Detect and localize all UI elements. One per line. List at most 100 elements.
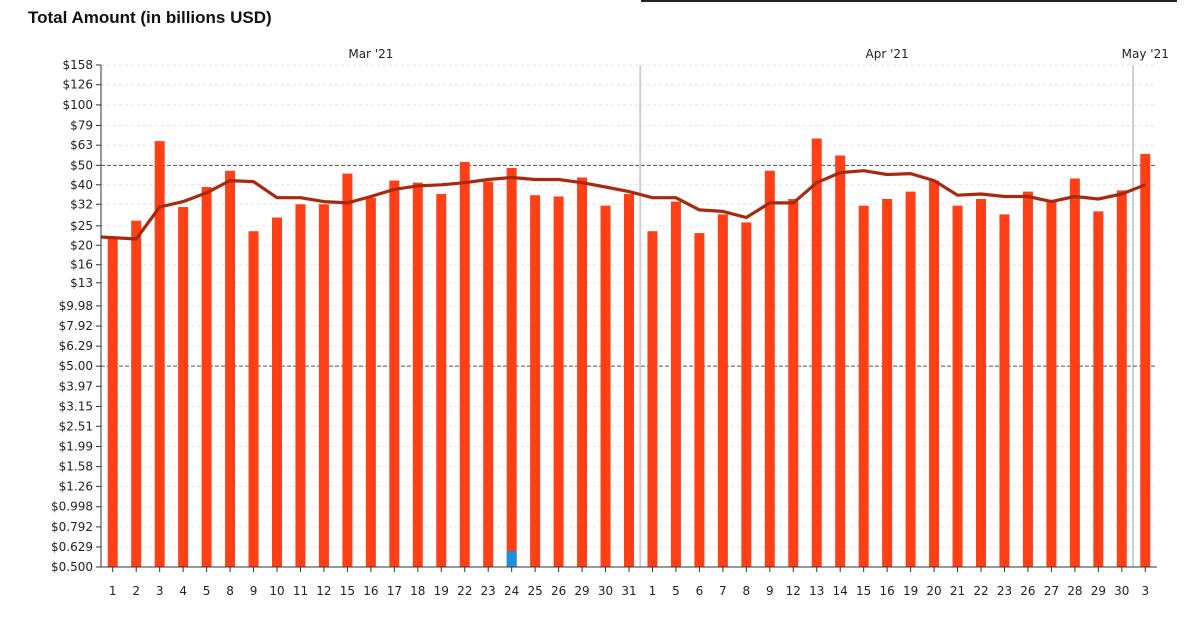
x-tick-label: 4 bbox=[179, 584, 187, 598]
bar[interactable] bbox=[999, 214, 1010, 567]
bar[interactable] bbox=[1140, 153, 1151, 567]
bar[interactable] bbox=[295, 204, 306, 567]
x-tick-label: 5 bbox=[203, 584, 211, 598]
bar[interactable] bbox=[178, 207, 189, 567]
bar[interactable] bbox=[1116, 190, 1127, 568]
bar[interactable] bbox=[905, 191, 916, 568]
bar[interactable] bbox=[929, 180, 940, 568]
x-tick-labels: 1 2 3 4 5 8 9 10 11 12 15 16 17 18 19 22 23 24 25 26 29 30 31 1… bbox=[109, 567, 1149, 598]
bar[interactable] bbox=[717, 214, 728, 567]
bar[interactable] bbox=[412, 182, 423, 567]
bar[interactable] bbox=[741, 222, 752, 567]
y-tick-label: $2.51 bbox=[59, 419, 93, 433]
x-tick-label: 11 bbox=[293, 584, 308, 598]
bar[interactable] bbox=[882, 198, 893, 567]
bar[interactable] bbox=[764, 170, 775, 567]
bar[interactable] bbox=[835, 155, 846, 567]
x-tick-label: 23 bbox=[997, 584, 1012, 598]
bar[interactable] bbox=[577, 177, 588, 567]
month-label: Apr '21 bbox=[866, 47, 909, 61]
bar[interactable] bbox=[1046, 201, 1057, 567]
x-tick-label: 29 bbox=[1091, 584, 1106, 598]
bar[interactable] bbox=[811, 138, 822, 568]
x-tick-label: 27 bbox=[1044, 584, 1059, 598]
y-tick-label: $79 bbox=[70, 118, 93, 132]
x-tick-label: 1 bbox=[649, 584, 657, 598]
x-tick-label: 3 bbox=[1141, 584, 1149, 598]
month-labels: Mar '21 Apr '21 May '21 bbox=[348, 47, 1169, 61]
x-tick-label: 19 bbox=[434, 584, 449, 598]
x-tick-label: 15 bbox=[340, 584, 355, 598]
x-tick-label: 20 bbox=[926, 584, 941, 598]
bar[interactable] bbox=[694, 233, 705, 568]
bar[interactable] bbox=[670, 201, 681, 567]
x-tick-label: 18 bbox=[410, 584, 425, 598]
bar[interactable] bbox=[952, 205, 963, 567]
bar[interactable] bbox=[272, 217, 282, 567]
x-tick-label: 9 bbox=[250, 584, 258, 598]
x-tick-label: 30 bbox=[598, 584, 613, 598]
highlight-bar[interactable] bbox=[506, 551, 517, 567]
bar[interactable] bbox=[154, 141, 165, 568]
y-tick-label: $0.500 bbox=[51, 560, 93, 574]
x-tick-label: 26 bbox=[551, 584, 566, 598]
y-tick-label: $16 bbox=[70, 258, 93, 272]
x-tick-label: 3 bbox=[156, 584, 164, 598]
x-tick-label: 28 bbox=[1067, 584, 1082, 598]
y-tick-label: $6.29 bbox=[59, 339, 93, 353]
bar[interactable] bbox=[624, 194, 634, 567]
bar[interactable] bbox=[201, 187, 212, 567]
y-tick-label: $20 bbox=[70, 238, 93, 252]
y-tick-label: $7.92 bbox=[59, 319, 93, 333]
bar[interactable] bbox=[1093, 211, 1104, 567]
bar[interactable] bbox=[788, 198, 799, 567]
bar[interactable] bbox=[225, 170, 236, 567]
x-tick-label: 8 bbox=[226, 584, 234, 598]
x-tick-label: 9 bbox=[766, 584, 774, 598]
bar[interactable] bbox=[365, 197, 376, 567]
x-tick-label: 21 bbox=[950, 584, 965, 598]
y-tick-label: $0.629 bbox=[51, 540, 93, 554]
bar[interactable] bbox=[318, 204, 329, 567]
y-tick-label: $1.58 bbox=[59, 460, 93, 474]
y-tick-label: $25 bbox=[70, 219, 93, 233]
x-tick-label: 24 bbox=[504, 584, 519, 598]
bar[interactable] bbox=[342, 173, 353, 567]
bar[interactable] bbox=[530, 195, 541, 567]
bar[interactable] bbox=[459, 161, 470, 567]
moving-average-line bbox=[100, 169, 1146, 241]
bar[interactable] bbox=[1069, 178, 1080, 567]
chart-title: Total Amount (in billions USD) bbox=[28, 8, 272, 27]
month-label: May '21 bbox=[1122, 47, 1169, 61]
bar[interactable] bbox=[647, 231, 658, 567]
y-tick-label: $3.97 bbox=[59, 379, 93, 393]
x-tick-label: 25 bbox=[527, 584, 542, 598]
bar[interactable] bbox=[389, 180, 400, 568]
x-tick-label: 29 bbox=[574, 584, 589, 598]
bar-layer bbox=[107, 138, 1151, 568]
x-tick-label: 22 bbox=[457, 584, 472, 598]
x-tick-label: 7 bbox=[719, 584, 727, 598]
y-tick-label: $50 bbox=[70, 158, 93, 172]
bar[interactable] bbox=[483, 181, 494, 567]
bar[interactable] bbox=[858, 205, 869, 567]
x-tick-label: 1 bbox=[109, 584, 117, 598]
month-label: Mar '21 bbox=[348, 47, 393, 61]
x-tick-label: 16 bbox=[879, 584, 894, 598]
bar[interactable] bbox=[436, 194, 447, 567]
y-tick-label: $0.998 bbox=[51, 500, 93, 514]
x-tick-label: 14 bbox=[833, 584, 848, 598]
top-rule bbox=[641, 0, 1177, 2]
x-tick-label: 15 bbox=[856, 584, 871, 598]
bar[interactable] bbox=[131, 220, 142, 568]
y-tick-label: $32 bbox=[70, 197, 93, 211]
bar[interactable] bbox=[1022, 191, 1033, 568]
bar[interactable] bbox=[553, 196, 564, 567]
bar[interactable] bbox=[107, 238, 118, 567]
y-tick-label: $5.00 bbox=[59, 359, 93, 373]
bar[interactable] bbox=[248, 231, 259, 567]
bar[interactable] bbox=[506, 168, 517, 568]
bar[interactable] bbox=[976, 198, 986, 567]
x-tick-label: 16 bbox=[363, 584, 378, 598]
bar[interactable] bbox=[600, 205, 611, 567]
